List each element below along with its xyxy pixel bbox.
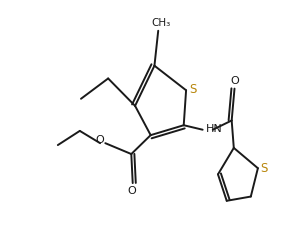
Text: O: O	[127, 186, 136, 196]
Text: O: O	[231, 76, 239, 86]
Text: CH₃: CH₃	[151, 18, 170, 28]
Text: HN: HN	[206, 124, 223, 134]
Text: S: S	[189, 83, 196, 96]
Text: S: S	[261, 162, 268, 175]
Text: O: O	[96, 135, 104, 145]
